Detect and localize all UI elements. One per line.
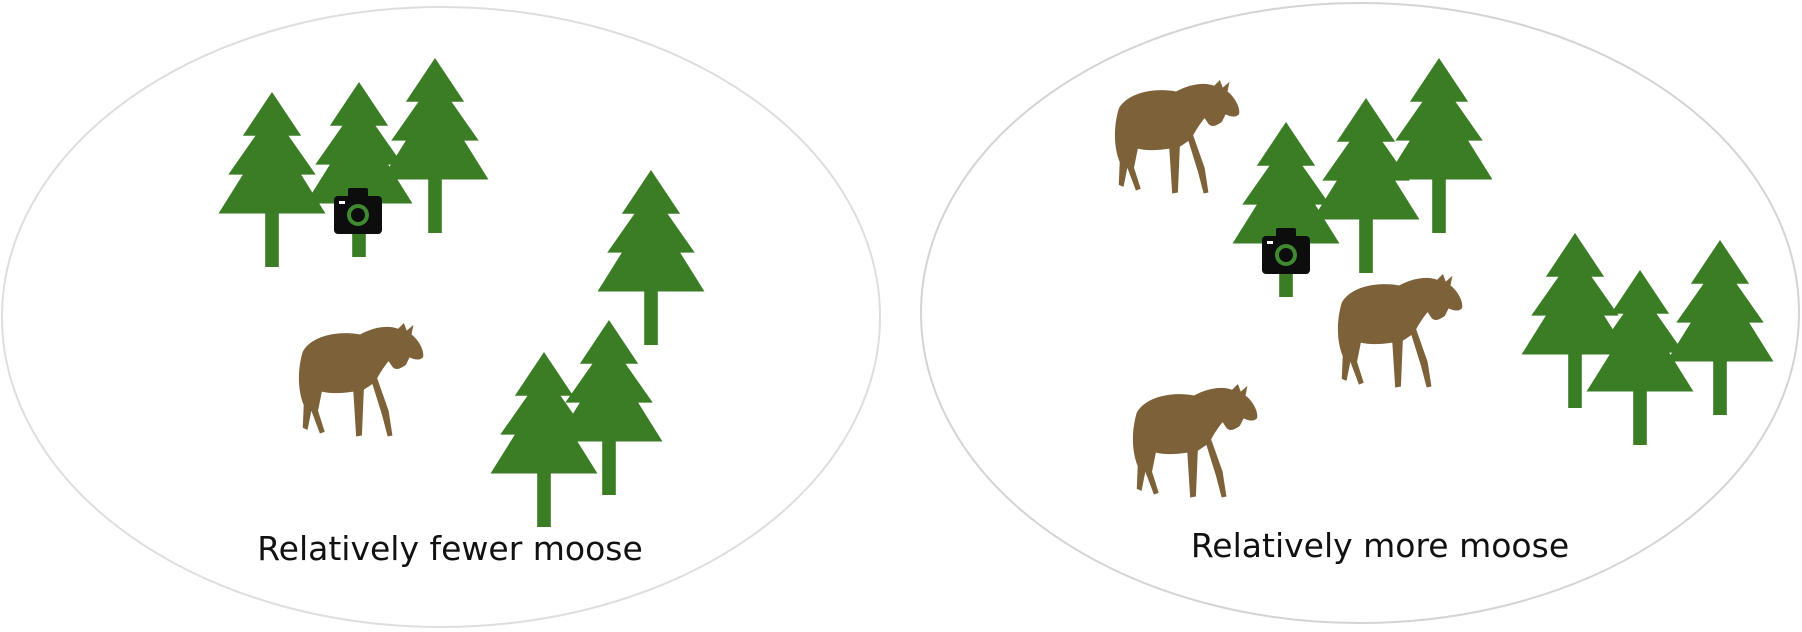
pine-tree-icon (1312, 98, 1420, 273)
pine-tree-icon (218, 92, 326, 267)
habitat-ellipse-right (920, 2, 1800, 624)
moose-icon (1132, 384, 1258, 498)
pine-tree-icon (381, 58, 489, 233)
habitat-ellipse-left (1, 6, 881, 628)
panel-more-moose: Relatively more moose (920, 2, 1800, 624)
moose-icon (1114, 80, 1240, 194)
pine-tree-icon (597, 170, 705, 345)
camera-icon (334, 188, 382, 234)
moose-icon (1337, 274, 1463, 388)
panel-caption-fewer-moose: Relatively fewer moose (257, 529, 643, 568)
camera-icon (1262, 228, 1310, 274)
moose-icon (298, 323, 424, 437)
panel-caption-more-moose: Relatively more moose (1191, 526, 1569, 565)
panel-fewer-moose: Relatively fewer moose (1, 6, 881, 628)
